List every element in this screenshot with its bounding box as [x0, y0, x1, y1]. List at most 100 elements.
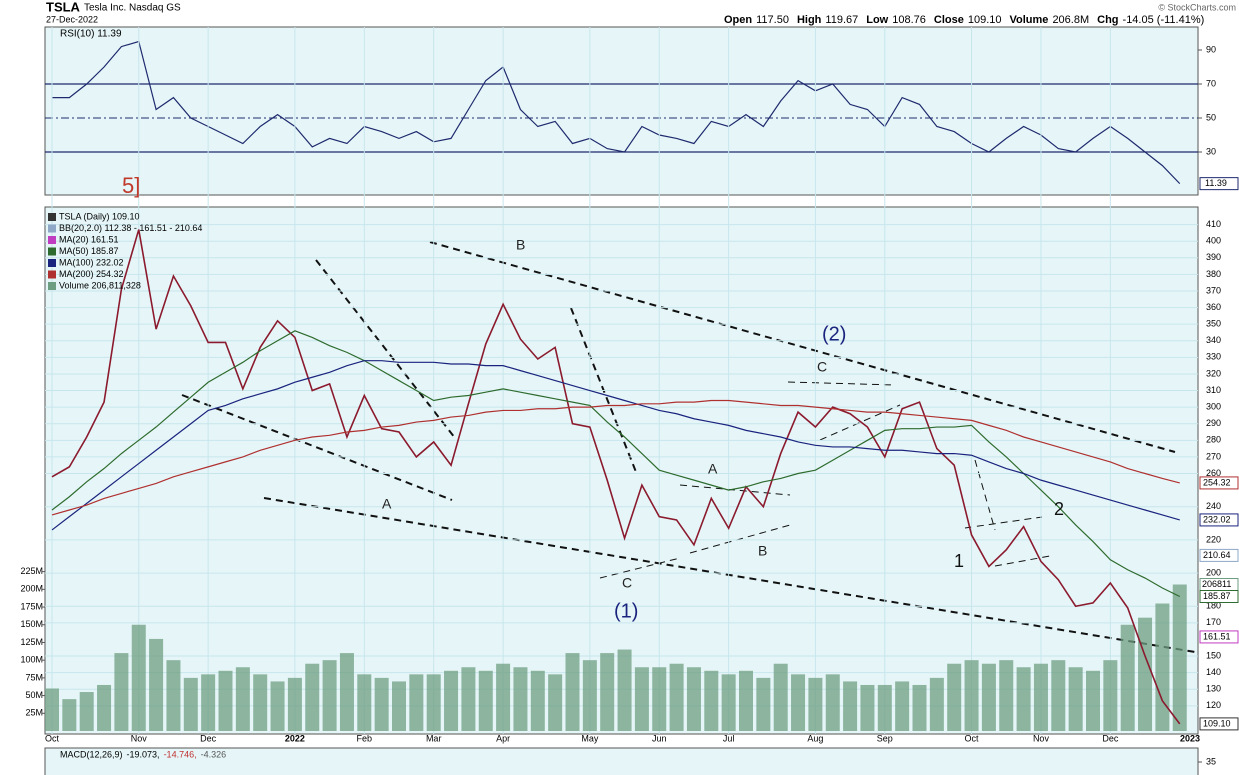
y-tick-label: 330 [1206, 352, 1221, 362]
quote-value: 109.10 [968, 14, 1002, 26]
volume-bar [114, 653, 129, 731]
volume-bar [305, 663, 320, 731]
trend-line [181, 394, 453, 501]
volume-tag-label: 206811 [1202, 579, 1231, 589]
volume-bar [565, 653, 580, 731]
volume-bar [1086, 670, 1100, 731]
y-tick-label: 240 [1206, 501, 1221, 511]
volume-bar [426, 674, 441, 731]
volume-bar [981, 663, 996, 731]
price-tag-label: 185.87 [1203, 591, 1231, 601]
rsi-pane [44, 26, 1199, 196]
x-tick-label: Oct [965, 733, 980, 743]
x-tick-label: Nov [131, 733, 148, 743]
price-tag-label: 254.32 [1203, 477, 1231, 487]
trend-line [994, 555, 1051, 567]
annotation: B [516, 237, 525, 253]
quote-value: -14.05 (-11.41%) [1123, 14, 1205, 26]
y-tick-label: 50M [25, 690, 43, 700]
volume-bar [548, 674, 563, 731]
volume-bar [634, 667, 649, 731]
trend-line [429, 241, 1176, 453]
symbol: TSLA [46, 0, 81, 14]
annotation: C [817, 359, 827, 375]
price-pane [44, 206, 1199, 735]
annotation: 1 [954, 551, 964, 571]
price-line [51, 399, 1180, 516]
volume-bar [322, 660, 337, 731]
y-tick-label: 50 [1206, 112, 1216, 122]
legend-swatch [48, 224, 56, 233]
x-tick-label: Nov [1033, 733, 1050, 743]
x-tick-label: Apr [496, 733, 510, 743]
y-tick-label: 380 [1206, 269, 1221, 279]
x-tick-label: 2022 [285, 733, 305, 743]
macd-value: -14.746, [164, 749, 197, 759]
volume-bar [218, 670, 233, 731]
volume-bar [131, 624, 146, 731]
volume-bar [287, 677, 302, 731]
volume-bar [721, 674, 736, 731]
price-tag [1199, 717, 1239, 731]
y-tick-label: 310 [1206, 385, 1221, 395]
volume-bar [1051, 660, 1066, 731]
y-tick-label: 370 [1206, 285, 1221, 295]
legend-swatch [48, 282, 56, 290]
price-tag [1199, 590, 1239, 604]
volume-bar [409, 674, 424, 731]
y-tick-label: 410 [1206, 219, 1221, 229]
volume-bar [1155, 603, 1170, 731]
x-tick-label: Mar [426, 733, 442, 743]
volume-bar [496, 663, 511, 731]
volume-bar [617, 649, 632, 731]
volume-bar [652, 667, 667, 731]
legend-entry: MA(20) 161.51 [59, 234, 119, 244]
annotation: 5] [122, 173, 140, 198]
macd-value: -4.326 [201, 749, 227, 759]
volume-bar [895, 681, 910, 731]
price-tag-label: 161.51 [1203, 631, 1231, 641]
quote-value: 108.76 [892, 14, 926, 26]
macd-value: -19.073, [127, 749, 160, 759]
annotation: B [758, 543, 767, 559]
volume-bar [582, 660, 597, 731]
company-name: Tesla Inc. Nasdaq GS [84, 3, 181, 14]
legend-entry: BB(20,2.0) 112.38 - 161.51 - 210.64 [59, 223, 202, 233]
volume-bar [45, 688, 59, 731]
volume-bar [79, 692, 94, 731]
y-tick-label: 90 [1206, 44, 1216, 54]
volume-bar [756, 677, 771, 731]
x-tick-label: 2023 [1180, 733, 1200, 743]
price-tag [1199, 548, 1239, 562]
copyright: © StockCharts.com [1158, 2, 1236, 12]
x-tick-label: Aug [807, 733, 823, 743]
macd-pane [44, 747, 1199, 775]
y-tick-label: 200 [1206, 567, 1221, 577]
volume-bar [166, 660, 181, 731]
y-tick-label: 70 [1206, 78, 1216, 88]
price-tag [1199, 630, 1239, 644]
volume-bar [600, 653, 615, 731]
annotation: A [708, 461, 718, 477]
quote-value: 119.67 [825, 14, 858, 26]
quote-label: High [797, 14, 822, 26]
trend-line [974, 459, 996, 531]
price-line [51, 229, 1181, 725]
macd-title: MACD(12,26,9) [60, 749, 123, 759]
trend-line [819, 404, 901, 441]
legend-swatch [48, 247, 56, 256]
trend-line [787, 381, 896, 386]
volume-bar [478, 670, 493, 731]
y-tick-label: 400 [1206, 236, 1221, 246]
y-tick-label: 120 [1206, 700, 1221, 710]
quote-label: Open [724, 14, 752, 26]
volume-bar [357, 674, 372, 731]
volume-bar [149, 638, 164, 731]
volume-bar [253, 674, 268, 731]
volume-bar [860, 684, 875, 731]
volume-bar [374, 677, 389, 731]
trend-line [263, 497, 1196, 653]
volume-bar [1103, 660, 1118, 731]
volume-bar [183, 677, 198, 731]
